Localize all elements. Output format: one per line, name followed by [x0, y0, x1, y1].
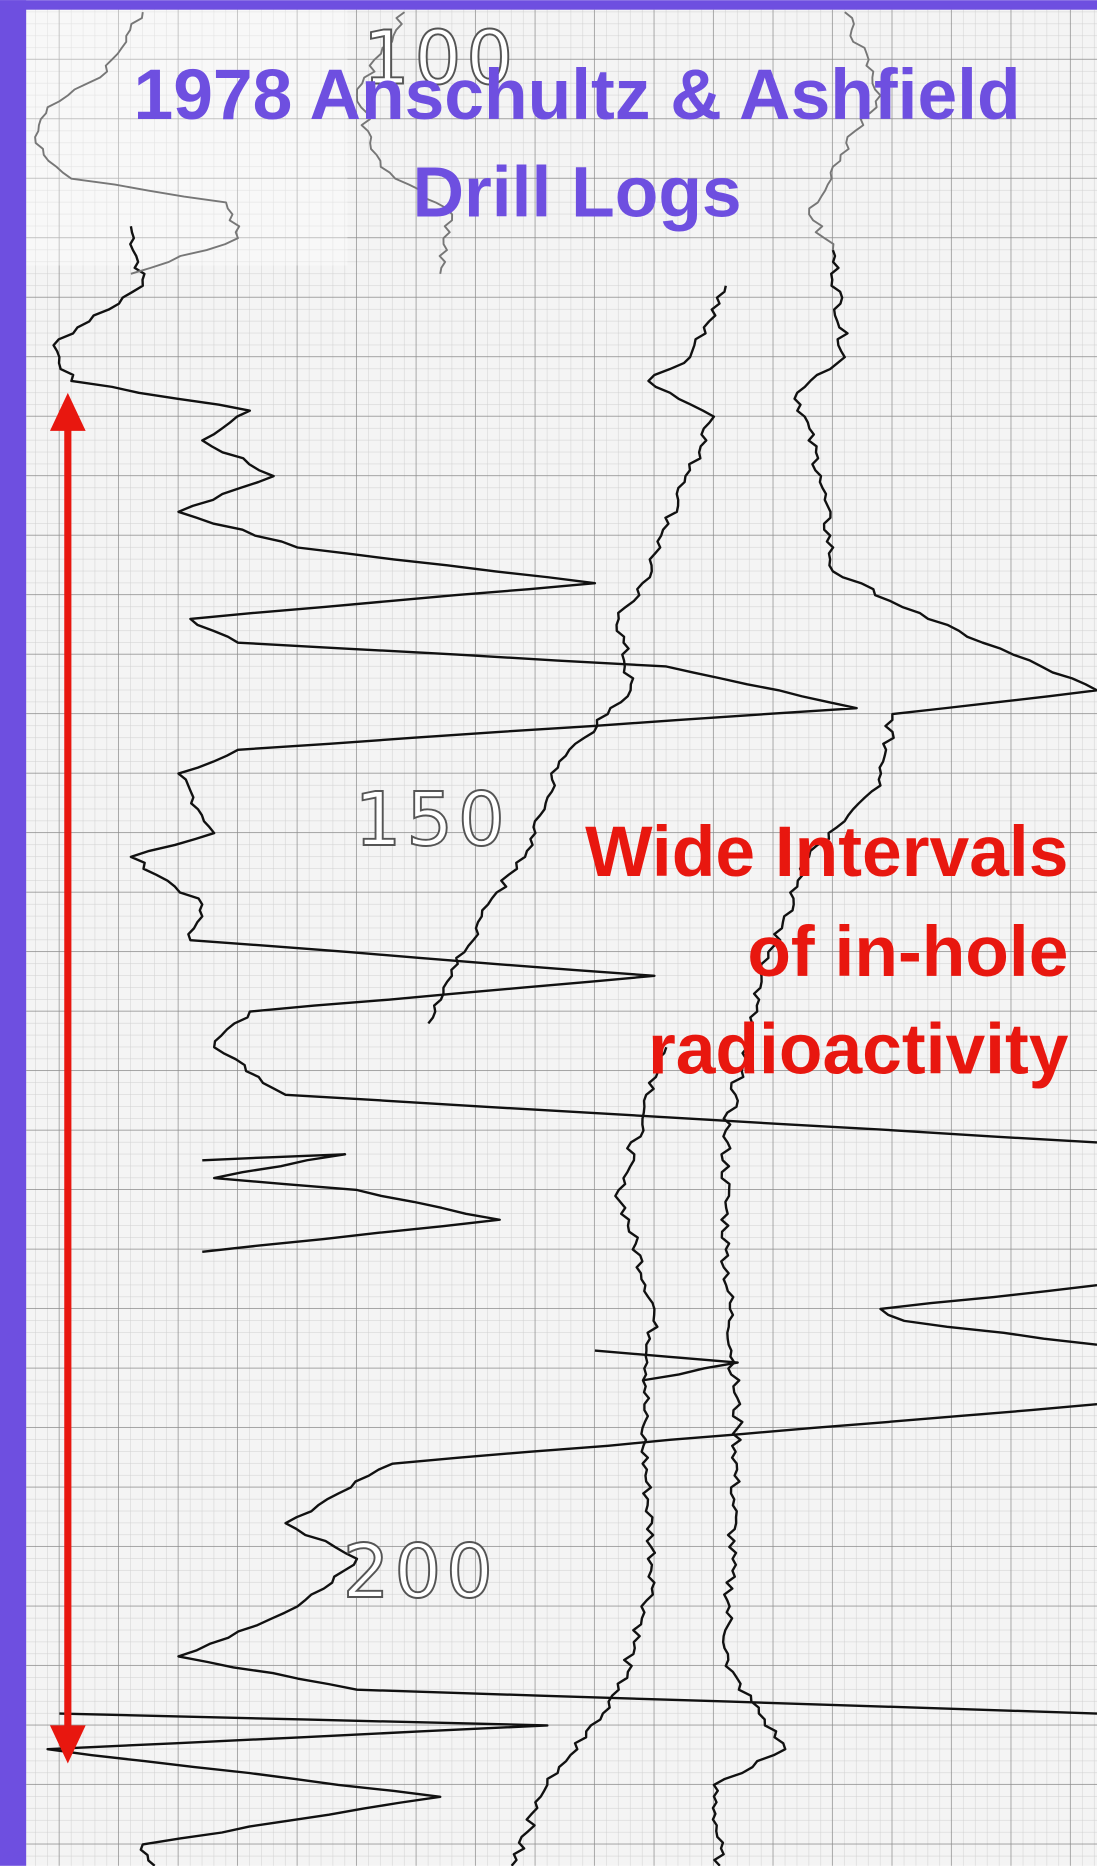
- annotation-line: of in-hole: [747, 912, 1068, 992]
- depth-label: 150: [355, 778, 510, 863]
- annotation-line: radioactivity: [648, 1009, 1069, 1089]
- title-backdrop: [26, 10, 347, 266]
- left-border: [0, 0, 26, 1866]
- annotation-line: Wide Intervals: [585, 812, 1068, 892]
- top-border: [0, 0, 1097, 10]
- drill-log-slide: 100 150 200 1978 Anschultz & AshfieldDri…: [0, 0, 1097, 1866]
- depth-label: 200: [343, 1530, 498, 1615]
